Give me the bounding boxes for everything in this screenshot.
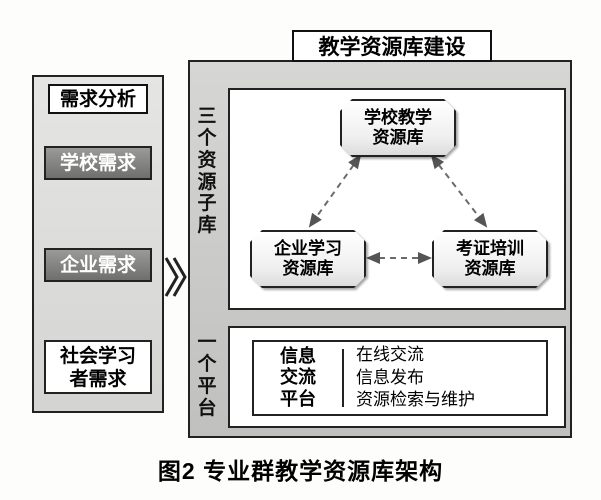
node-cert-line1: 考证培训 xyxy=(456,239,524,259)
right-panel-title: 教学资源库建设 xyxy=(292,30,492,62)
platform-left-label: 信息交流平台 xyxy=(254,346,342,411)
left-item-school: 学校需求 xyxy=(44,146,152,180)
platform-box: 信息交流平台 在线交流信息发布资源检索与维护 xyxy=(252,340,548,416)
figure-caption: 图2 专业群教学资源库架构 xyxy=(0,452,601,486)
left-item-social-line2: 者需求 xyxy=(69,369,126,390)
node-school-line1: 学校教学 xyxy=(364,108,432,128)
platform-right-list: 在线交流信息发布资源检索与维护 xyxy=(344,344,546,413)
diagram-canvas: 需求分析 学校需求 企业需求 社会学习 者需求 教学资源库建设 三个资源子库 学… xyxy=(0,0,601,500)
node-enterprise-repo: 企业学习 资源库 xyxy=(250,230,366,288)
node-cert-repo: 考证培训 资源库 xyxy=(432,230,548,288)
node-school-line2: 资源库 xyxy=(373,128,424,148)
node-cert-line2: 资源库 xyxy=(465,259,516,279)
left-item-social-line1: 社会学习 xyxy=(60,346,136,367)
node-enterprise-line2: 资源库 xyxy=(283,259,334,279)
node-school-repo: 学校教学 资源库 xyxy=(340,99,456,157)
upper-subpanel-label: 三个资源子库 xyxy=(196,106,218,237)
left-panel-title: 需求分析 xyxy=(48,84,148,114)
lower-subpanel-label: 一个平台 xyxy=(196,332,218,419)
connector-arrow-icon xyxy=(164,256,190,298)
left-item-social: 社会学习 者需求 xyxy=(44,340,152,394)
left-item-enterprise: 企业需求 xyxy=(44,248,152,282)
node-enterprise-line1: 企业学习 xyxy=(274,239,342,259)
